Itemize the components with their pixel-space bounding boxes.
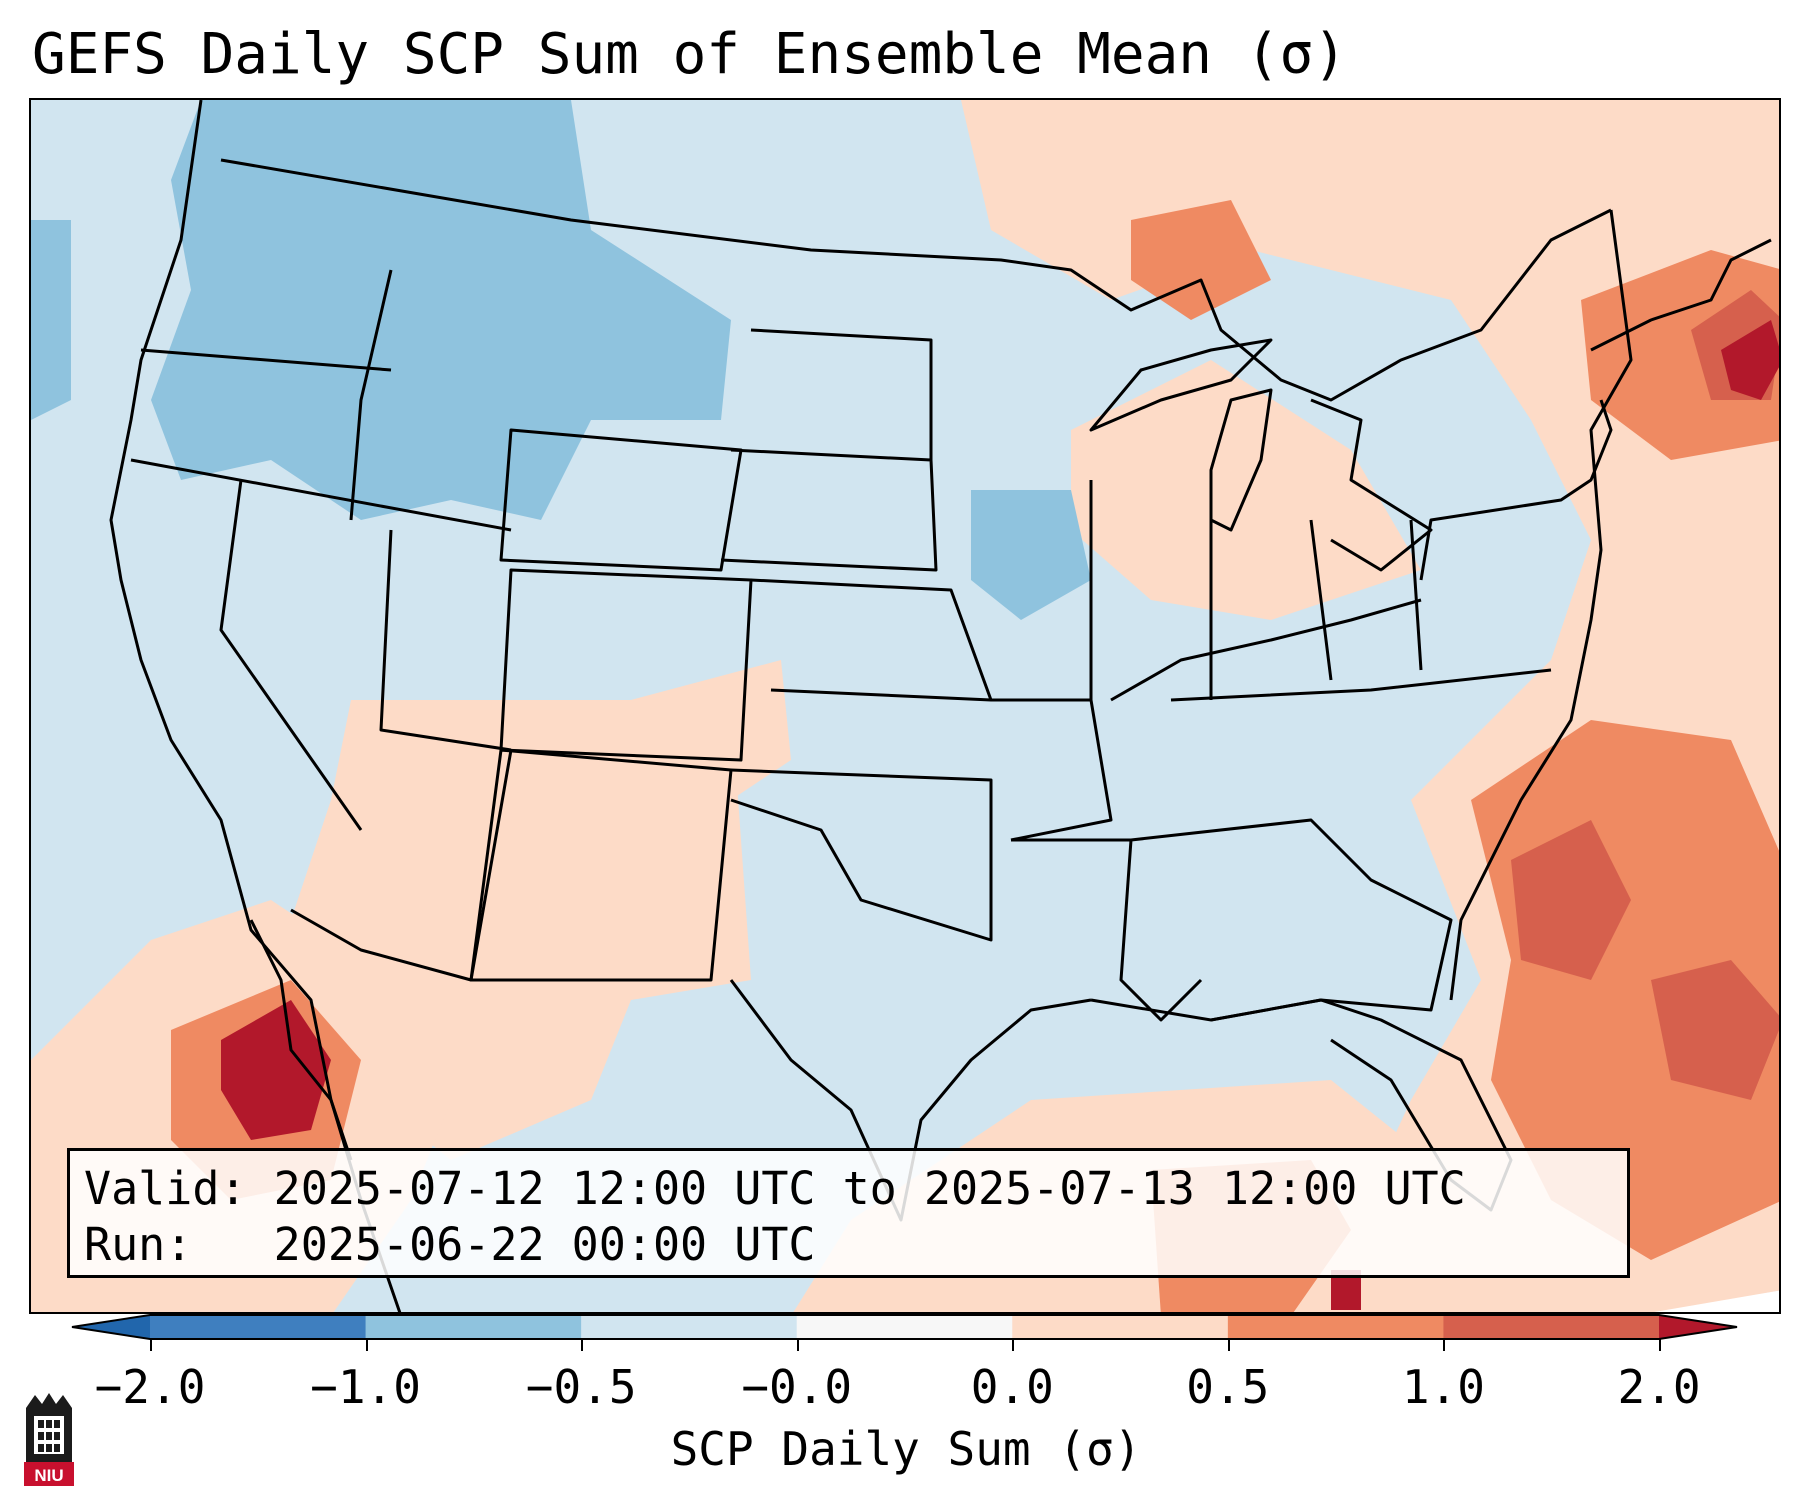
- colorbar-bin: [1012, 1315, 1229, 1339]
- west-coast-outline: [109, 100, 402, 1312]
- mt-wy: [499, 428, 743, 572]
- colorbar-bin: [796, 1315, 1013, 1339]
- run-value: 2025-06-22 00:00 UTC: [273, 1218, 816, 1271]
- baja-outline: [249, 919, 353, 1161]
- great-lakes-positive: [1071, 360, 1421, 620]
- east-coast: [1449, 209, 1633, 1001]
- run-label: Run:: [84, 1218, 193, 1271]
- mo-ar: [991, 698, 1113, 842]
- nm-box: [469, 748, 733, 982]
- dakotas: [720, 448, 938, 572]
- valid-label: Valid:: [84, 1162, 247, 1215]
- colorbar: [71, 1314, 1738, 1340]
- colorbar-bin: [581, 1315, 798, 1339]
- colorbar-tick-label: 1.0: [1401, 1360, 1485, 1414]
- validity-info-box: Valid: 2025-07-12 12:00 UTC to 2025-07-1…: [67, 1148, 1630, 1278]
- ohio-river: [1110, 598, 1422, 702]
- lake-erie-huron: [1310, 398, 1433, 572]
- map-canvas: [31, 100, 1779, 1312]
- colorbar-tick-label: 2.0: [1617, 1360, 1701, 1414]
- nd-sd: [750, 328, 933, 460]
- colorbar-tick-label: −2.0: [94, 1360, 206, 1414]
- colorbar-label: SCP Daily Sum (σ): [670, 1422, 1142, 1476]
- midwest-vertical: [1089, 480, 1423, 700]
- great-lakes-michigan: [1209, 388, 1273, 532]
- ok-tx: [730, 768, 993, 942]
- nv-ca: [219, 479, 363, 831]
- co-box: [499, 568, 753, 762]
- ky-tn: [1170, 668, 1552, 702]
- colorbar-tick-label: 0.0: [970, 1360, 1054, 1414]
- lake-superior: [1089, 338, 1273, 432]
- colorbar-tick-label: −1.0: [310, 1360, 421, 1414]
- colorbar-tick: [1227, 1339, 1230, 1351]
- colorbar-tick-label: −0.0: [741, 1360, 853, 1414]
- colorbar-tick-label: −0.5: [525, 1360, 637, 1414]
- colorbar-bin: [1227, 1315, 1444, 1339]
- logo-text: NIU: [34, 1466, 63, 1485]
- negative-anomaly-regions: [31, 100, 1091, 620]
- gulf-outline: [1090, 998, 1322, 1022]
- colorbar-tick: [150, 1339, 152, 1351]
- new-england: [1590, 238, 1772, 352]
- az-nm: [290, 749, 513, 982]
- ca-or-nv: [130, 458, 512, 532]
- map-title: GEFS Daily SCP Sum of Ensemble Mean (σ): [32, 22, 1347, 87]
- colorbar-tick: [365, 1339, 368, 1351]
- niu-logo: NIU: [24, 1393, 74, 1486]
- colorbar-bin: [365, 1315, 582, 1339]
- ut-line: [379, 529, 512, 752]
- colorbar-over-extend: [1659, 1315, 1737, 1339]
- colorbar-bin: [1443, 1315, 1660, 1339]
- colorbar-tick: [796, 1339, 799, 1351]
- colorbar-tick: [1012, 1339, 1015, 1351]
- colorbar-tick: [581, 1339, 584, 1351]
- or-wa-border: [140, 348, 392, 372]
- colorbar-under-extend: [72, 1315, 150, 1339]
- colorbar-tick: [1443, 1339, 1446, 1351]
- valid-value: 2025-07-12 12:00 UTC to 2025-07-13 12:00…: [273, 1162, 1466, 1215]
- ne-ks: [750, 578, 993, 702]
- la-ms: [1011, 838, 1203, 1022]
- colorbar-bin: [150, 1315, 367, 1339]
- colorbar-tick: [1659, 1339, 1661, 1351]
- id-line: [349, 269, 393, 521]
- colorbar-tick-label: 0.5: [1186, 1360, 1270, 1414]
- map-panel[interactable]: [29, 98, 1781, 1314]
- us-canada-border: [220, 158, 1612, 402]
